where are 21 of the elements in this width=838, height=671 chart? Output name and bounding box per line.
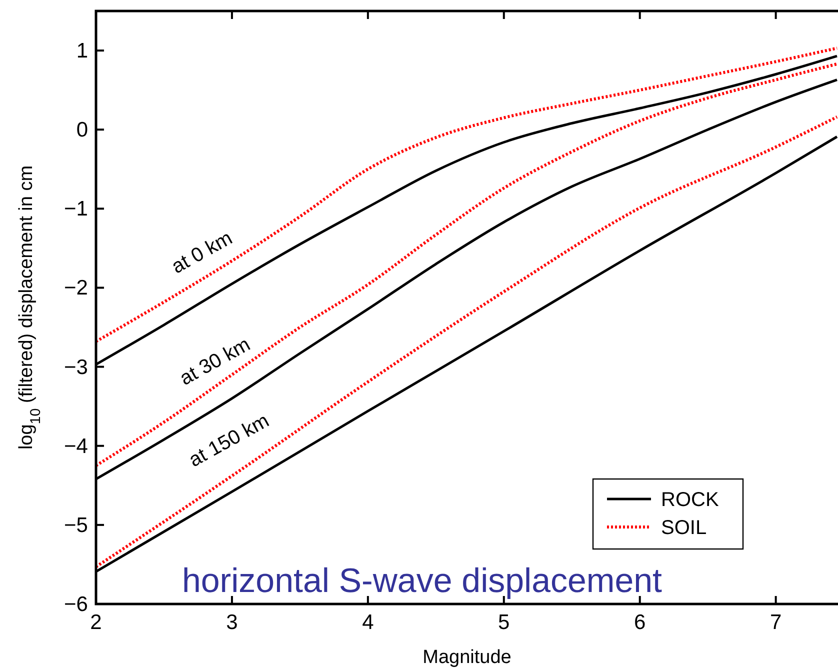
x-tick-label: 6 (634, 611, 646, 634)
y-tick-label: −5 (64, 514, 88, 537)
annotation: at 0 km (168, 227, 236, 278)
x-axis-title: Magnitude (422, 647, 512, 668)
annotation: at 30 km (176, 334, 254, 390)
x-tick-label: 5 (498, 611, 510, 634)
x-tick-label: 4 (362, 611, 374, 634)
y-tick-label: −2 (64, 276, 88, 300)
annotation: horizontal S-wave displacement (182, 562, 663, 600)
y-tick-label: −3 (64, 356, 88, 379)
y-tick-label: −6 (64, 593, 88, 616)
y-tick-label: 1 (76, 40, 88, 63)
legend-label: SOIL (661, 517, 707, 539)
y-tick-label: −1 (64, 198, 88, 221)
annotation: at 150 km (185, 410, 273, 472)
x-tick-label: 3 (226, 611, 238, 634)
legend-label: ROCK (661, 489, 720, 511)
y-tick-label: 0 (76, 118, 88, 142)
x-tick-label: 2 (90, 611, 102, 634)
x-tick-label: 7 (770, 611, 782, 634)
y-tick-label: −4 (64, 434, 88, 458)
